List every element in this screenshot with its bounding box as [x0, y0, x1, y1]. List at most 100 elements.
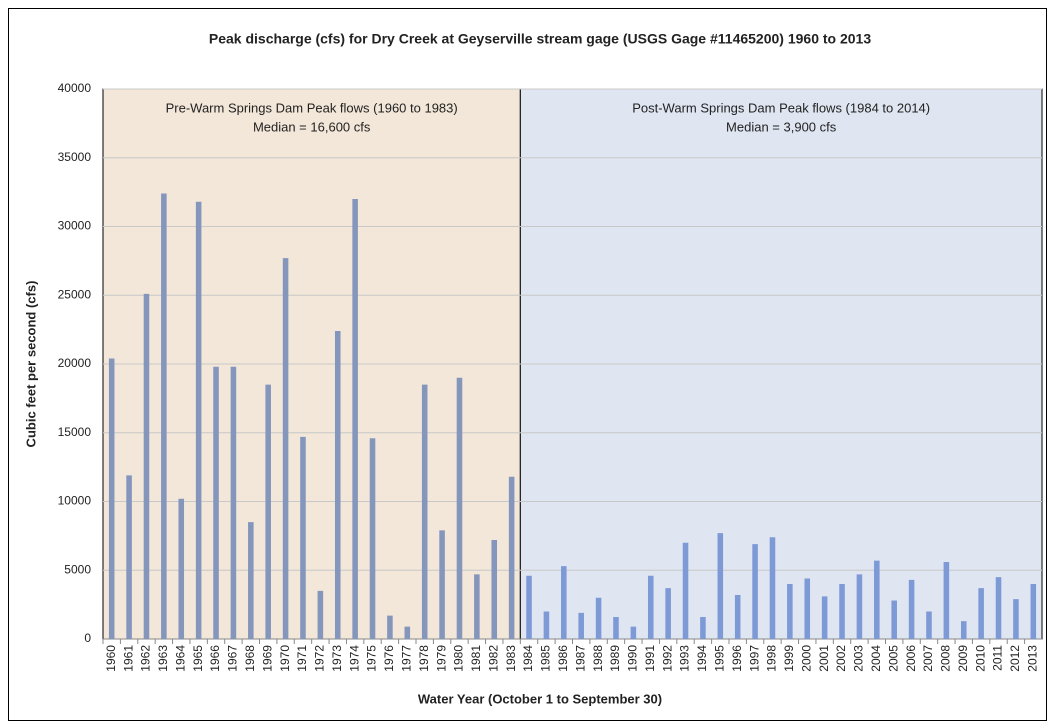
- x-tick-label: 1987: [573, 645, 587, 672]
- x-axis-label: Water Year (October 1 to September 30): [418, 691, 662, 706]
- bar: [439, 530, 445, 639]
- bar: [404, 626, 411, 639]
- x-tick-label: 1996: [730, 645, 744, 672]
- x-tick-label: 1980: [452, 645, 466, 672]
- x-tick-label: 1985: [539, 645, 553, 672]
- y-axis-label: Cubic feet per second (cfs): [23, 281, 38, 448]
- chart-title: Peak discharge (cfs) for Dry Creek at Ge…: [209, 31, 871, 47]
- x-tick-label: 2007: [921, 645, 935, 672]
- x-tick-label: 1961: [121, 645, 135, 672]
- bar: [300, 436, 306, 639]
- bar: [595, 597, 602, 639]
- bar: [178, 498, 185, 639]
- x-tick-label: 2008: [939, 645, 953, 672]
- x-tick-label: 1989: [608, 645, 622, 672]
- bar: [508, 476, 515, 639]
- bar: [787, 584, 793, 639]
- bar: [908, 579, 915, 639]
- y-tick-label: 40000: [58, 81, 92, 95]
- x-tick-label: 1990: [626, 645, 640, 672]
- bar: [543, 611, 550, 639]
- x-tick-label: 1981: [469, 645, 483, 672]
- x-tick-label: 2000: [799, 645, 813, 672]
- bar: [230, 366, 237, 639]
- x-tick-label: 2006: [904, 645, 918, 672]
- bar: [143, 293, 150, 639]
- bar: [682, 542, 689, 639]
- x-tick-label: 1973: [330, 645, 344, 672]
- x-tick-label: 1978: [417, 645, 431, 672]
- x-tick-label: 1979: [434, 645, 448, 672]
- x-tick-label: 2003: [852, 645, 866, 672]
- x-tick-label: 1997: [747, 645, 761, 672]
- x-tick-label: 2012: [1008, 645, 1022, 672]
- bar: [195, 201, 202, 639]
- bar: [647, 575, 654, 639]
- bar: [334, 331, 341, 639]
- y-tick-label: 20000: [58, 356, 92, 370]
- x-tick-label: 1971: [295, 645, 309, 672]
- x-tick-label: 2009: [956, 645, 970, 672]
- x-tick-label: 1963: [156, 645, 170, 672]
- bar: [943, 562, 950, 639]
- x-tick-label: 1992: [660, 645, 674, 672]
- x-tick-label: 1991: [643, 645, 657, 672]
- x-tick-label: 1995: [712, 645, 726, 672]
- bar: [613, 617, 619, 639]
- bar: [126, 475, 132, 639]
- x-tick-label: 1986: [556, 645, 570, 672]
- x-tick-label: 1962: [139, 645, 153, 672]
- x-tick-label: 2011: [991, 645, 1005, 671]
- bar: [578, 612, 584, 639]
- bar: [387, 615, 393, 639]
- x-tick-label: 1988: [591, 645, 605, 672]
- y-tick-label: 10000: [58, 494, 92, 508]
- y-tick-label: 35000: [58, 150, 92, 164]
- bar: [369, 438, 376, 639]
- y-tick-label: 0: [84, 631, 91, 645]
- bar: [491, 540, 498, 639]
- y-tick-label: 30000: [58, 219, 92, 233]
- y-tick-label: 5000: [64, 562, 91, 576]
- bar: [978, 588, 984, 639]
- x-tick-label: 1960: [104, 645, 118, 672]
- x-tick-label: 1968: [243, 645, 257, 672]
- bar: [248, 522, 254, 639]
- marks: [108, 193, 1037, 639]
- bar: [456, 377, 463, 639]
- bar: [665, 588, 671, 639]
- bar: [1013, 599, 1019, 639]
- x-tick-label: 1974: [347, 645, 361, 672]
- x-tick-label: 2004: [869, 645, 883, 672]
- bar: [1030, 584, 1037, 639]
- x-tick-label: 1972: [313, 645, 327, 672]
- bar: [213, 366, 219, 639]
- bar: [856, 574, 863, 639]
- bar: [874, 560, 880, 639]
- x-tick-label: 1975: [365, 645, 379, 672]
- bar: [960, 621, 967, 639]
- bar: [108, 358, 115, 639]
- bar: [700, 617, 706, 639]
- bar: [630, 626, 637, 639]
- x-tick-label: 1976: [382, 645, 396, 672]
- x-tick-label: 2002: [834, 645, 848, 672]
- bar: [526, 575, 532, 639]
- bar: [561, 566, 567, 639]
- bar: [926, 611, 932, 639]
- bar: [317, 590, 324, 639]
- x-tick-label: 1984: [521, 645, 535, 672]
- x-tick-label: 1966: [208, 645, 222, 672]
- bar: [769, 537, 776, 639]
- y-tick-label: 15000: [58, 425, 92, 439]
- bar: [995, 577, 1002, 639]
- x-tick-label: 1999: [782, 645, 796, 672]
- x-tick-label: 1993: [678, 645, 692, 672]
- x-tick-label: 2001: [817, 645, 831, 672]
- bar: [282, 258, 289, 639]
- x-tick-label: 1970: [278, 645, 292, 672]
- bar: [161, 193, 167, 639]
- bar: [265, 384, 271, 639]
- x-tick-label: 1964: [173, 645, 187, 672]
